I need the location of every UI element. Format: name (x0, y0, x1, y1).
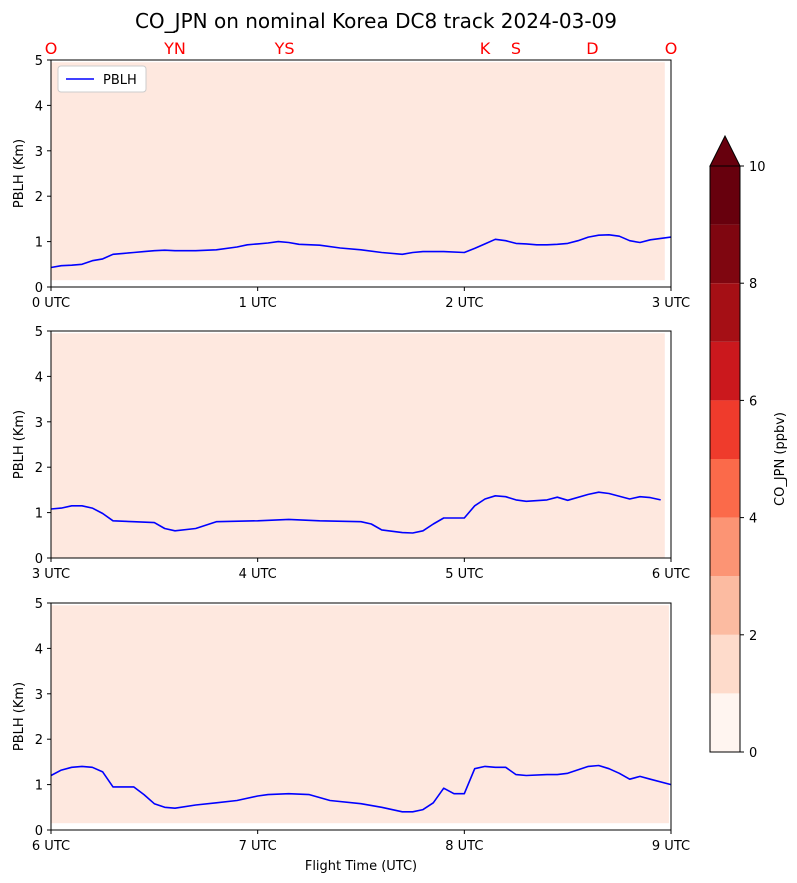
co-background-fill (51, 333, 665, 558)
colorbar-level-swatch (710, 693, 740, 752)
x-tick-label: 2 UTC (445, 296, 483, 311)
colorbar-extend-arrow (709, 134, 741, 167)
y-tick-label: 2 (35, 190, 43, 205)
panel-top: 0 1 2 3 4 5 0 UTC 1 UTC 2 UTC 3 UTC PBLH (Km) O YN YS… (12, 39, 690, 311)
colorbar-tick-label: 2 (749, 629, 757, 644)
axes-frame (50, 330, 672, 559)
colorbar-tick-label: 4 (749, 512, 757, 527)
y-axis-label: PBLH (Km) (12, 410, 27, 479)
panels-group: 0 1 2 3 4 5 0 UTC 1 UTC 2 UTC 3 UTC PBLH (Km) O YN YS… (12, 39, 690, 874)
y-tick-label: 0 (35, 552, 43, 567)
colorbar-level-swatch (710, 400, 740, 459)
x-tick-label: 1 UTC (239, 296, 277, 311)
waypoint-label: YS (274, 39, 295, 58)
pblh-series-line (50, 764, 672, 813)
waypoint-label: D (586, 39, 598, 58)
waypoint-label: O (665, 39, 678, 58)
axes-frame (50, 59, 672, 288)
x-tick-label: 4 UTC (239, 567, 277, 582)
y-axis-label: PBLH (Km) (12, 682, 27, 751)
x-tick-label: 5 UTC (445, 567, 483, 582)
colorbar: 0 2 4 6 8 10 CO_JPN (ppbv) (709, 134, 788, 761)
colorbar-tick-label: 6 (749, 394, 757, 409)
y-tick-label: 5 (35, 597, 43, 612)
y-tick-label: 3 (35, 688, 43, 703)
y-axis-label: PBLH (Km) (12, 139, 27, 208)
colorbar-level-swatch (710, 634, 740, 694)
colorbar-level-swatch (710, 166, 740, 225)
x-tick-label: 9 UTC (652, 839, 690, 854)
panel-middle: 0 1 2 3 4 5 3 UTC 4 UTC 5 UTC 6 UTC PBLH (Km) (12, 325, 690, 582)
colorbar-level-swatch (710, 341, 740, 401)
colorbar-level-swatch (710, 517, 740, 577)
y-tick-label: 0 (35, 281, 43, 296)
x-tick-label: 6 UTC (652, 567, 690, 582)
x-tick-label: 6 UTC (32, 839, 70, 854)
waypoint-label: S (511, 39, 521, 58)
colorbar-tick-label: 8 (749, 277, 757, 292)
colorbar-label: CO_JPN (ppbv) (773, 412, 788, 506)
y-tick-label: 3 (35, 145, 43, 160)
waypoint-label: O (45, 39, 58, 58)
y-tick-label: 0 (35, 824, 43, 839)
y-tick-label: 5 (35, 325, 43, 340)
y-tick-label: 3 (35, 416, 43, 431)
chart-title: CO_JPN on nominal Korea DC8 track 2024-0… (135, 9, 617, 33)
y-tick-label: 1 (35, 507, 43, 522)
colorbar-tick-label: 0 (749, 746, 757, 761)
x-tick-label: 7 UTC (239, 839, 277, 854)
pblh-series-line (50, 491, 661, 534)
x-axis-label: Flight Time (UTC) (305, 859, 417, 874)
waypoint-label: YN (163, 39, 186, 58)
x-tick-label: 8 UTC (445, 839, 483, 854)
legend: PBLH (57, 65, 147, 93)
y-tick-label: 4 (35, 99, 43, 114)
pblh-series-line (50, 234, 672, 269)
colorbar-frame (709, 165, 741, 753)
y-tick-label: 1 (35, 236, 43, 251)
x-tick-label: 3 UTC (652, 296, 690, 311)
waypoint-label: K (480, 39, 491, 58)
y-tick-label: 4 (35, 370, 43, 385)
colorbar-level-swatch (710, 283, 740, 342)
y-tick-label: 4 (35, 642, 43, 657)
panel-bottom: 0 1 2 3 4 5 6 UTC 7 UTC 8 UTC 9 UTC PBLH (Km) Fligh… (12, 597, 690, 874)
colorbar-level-swatch (710, 224, 740, 284)
y-tick-label: 5 (35, 54, 43, 69)
legend-box (57, 65, 147, 93)
co-background-fill (51, 605, 669, 824)
axes-frame (50, 602, 672, 831)
y-tick-label: 2 (35, 461, 43, 476)
legend-label: PBLH (103, 73, 137, 88)
co-background-fill (51, 62, 665, 281)
colorbar-level-swatch (710, 576, 740, 635)
colorbar-tick-label: 10 (749, 160, 766, 175)
colorbar-level-swatch (710, 459, 740, 518)
x-tick-label: 0 UTC (32, 296, 70, 311)
y-tick-label: 2 (35, 733, 43, 748)
x-tick-label: 3 UTC (32, 567, 70, 582)
y-tick-label: 1 (35, 779, 43, 794)
